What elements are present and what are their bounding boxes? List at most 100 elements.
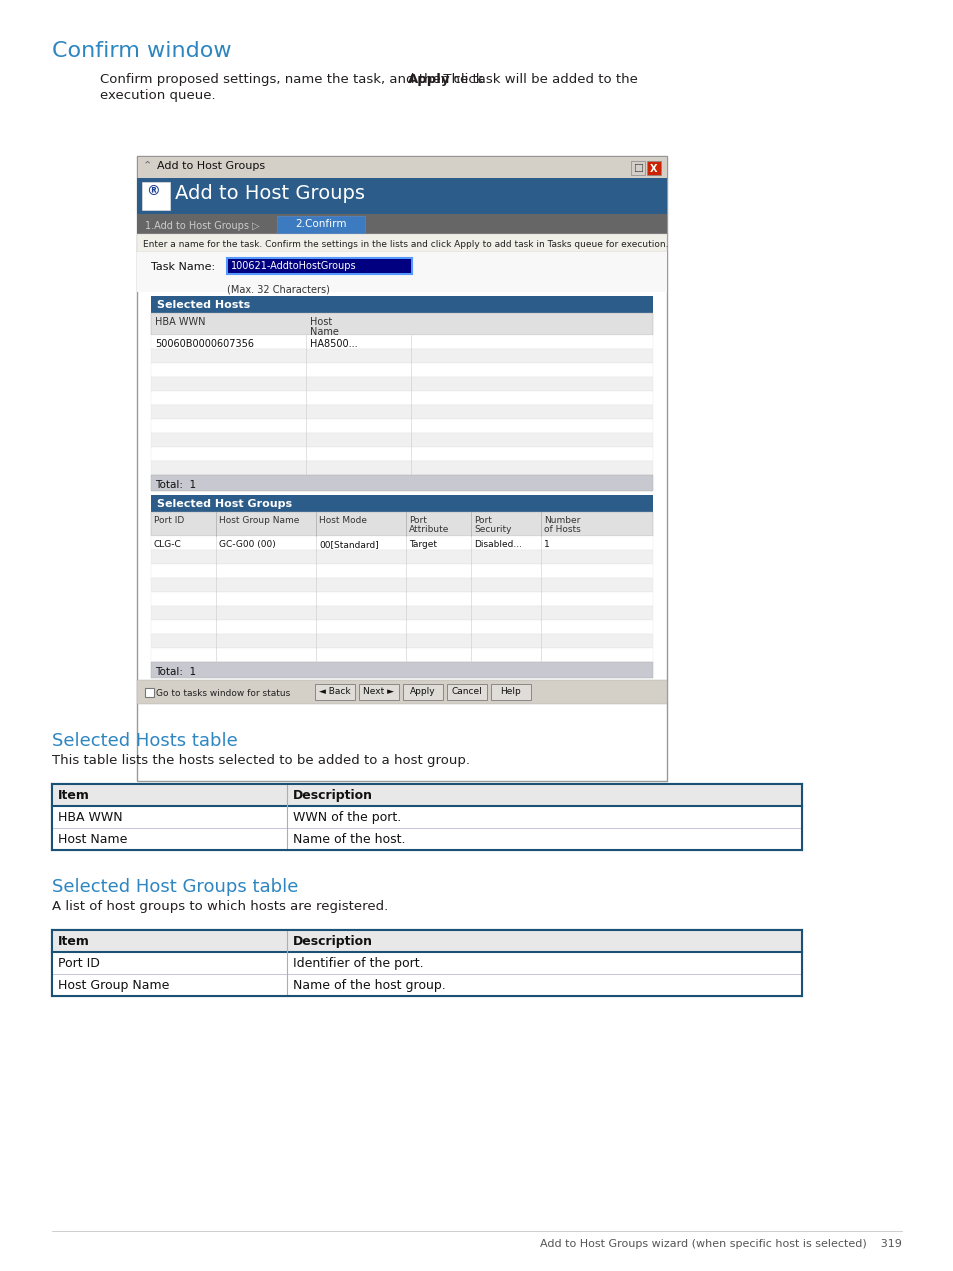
Text: (Max. 32 Characters): (Max. 32 Characters)	[227, 283, 330, 294]
Text: Host: Host	[310, 316, 332, 327]
Bar	[151, 536, 652, 550]
Text: GC-G00 (00): GC-G00 (00)	[219, 540, 275, 549]
Text: Task Name:: Task Name:	[151, 262, 214, 272]
Bar	[52, 952, 801, 974]
Text: Name of the host group.: Name of the host group.	[293, 979, 445, 991]
Text: Host Group Name: Host Group Name	[219, 516, 299, 525]
Text: Name of the host.: Name of the host.	[293, 833, 405, 846]
Bar	[52, 806, 801, 827]
Text: execution queue.: execution queue.	[100, 89, 215, 102]
Bar	[137, 234, 666, 252]
Text: . The task will be added to the: . The task will be added to the	[435, 72, 638, 86]
Text: Add to Host Groups: Add to Host Groups	[174, 184, 365, 203]
Bar	[402, 684, 442, 700]
Text: WWN of the port.: WWN of the port.	[293, 811, 401, 824]
Bar	[151, 662, 652, 677]
Text: Port: Port	[474, 516, 492, 525]
Text: ®: ®	[146, 184, 159, 198]
Text: Selected Host Groups: Selected Host Groups	[157, 500, 292, 508]
Text: A list of host groups to which hosts are registered.: A list of host groups to which hosts are…	[52, 900, 388, 913]
Bar	[491, 684, 531, 700]
Text: ⌃: ⌃	[143, 160, 152, 170]
Text: Host Name: Host Name	[58, 833, 128, 846]
Bar	[151, 564, 652, 578]
Text: ☐: ☐	[633, 164, 642, 174]
Bar	[151, 350, 652, 364]
Bar	[151, 578, 652, 592]
Text: Next ►: Next ►	[363, 688, 395, 697]
Bar	[447, 684, 486, 700]
Text: Identifier of the port.: Identifier of the port.	[293, 957, 423, 970]
Text: Add to Host Groups wizard (when specific host is selected)    319: Add to Host Groups wizard (when specific…	[539, 1239, 901, 1249]
Bar	[137, 178, 666, 214]
Text: 2.Confirm: 2.Confirm	[294, 219, 346, 229]
Text: Description: Description	[293, 789, 373, 802]
Text: Selected Hosts: Selected Hosts	[157, 300, 250, 310]
Text: Number: Number	[543, 516, 579, 525]
Bar	[137, 214, 666, 234]
Bar	[228, 259, 411, 273]
Bar	[227, 258, 412, 275]
Bar	[151, 648, 652, 662]
Bar	[276, 216, 365, 233]
Bar	[151, 447, 652, 461]
Text: X: X	[649, 164, 657, 174]
Text: This table lists the hosts selected to be added to a host group.: This table lists the hosts selected to b…	[52, 754, 470, 766]
Text: Host Mode: Host Mode	[318, 516, 367, 525]
Bar	[137, 680, 666, 704]
Text: Confirm window: Confirm window	[52, 41, 232, 61]
Text: Add to Host Groups: Add to Host Groups	[157, 161, 265, 172]
Text: Attribute: Attribute	[409, 525, 449, 534]
Bar	[137, 156, 666, 178]
Bar	[314, 684, 355, 700]
Bar	[151, 364, 652, 377]
Text: 1: 1	[543, 540, 549, 549]
Bar	[142, 182, 170, 210]
Text: 1.Add to Host Groups ▷: 1.Add to Host Groups ▷	[145, 221, 259, 231]
Bar	[151, 461, 652, 475]
Text: Item: Item	[58, 935, 90, 948]
Bar	[151, 391, 652, 405]
Text: 100621-AddtoHostGroups: 100621-AddtoHostGroups	[231, 261, 356, 271]
Text: Description: Description	[293, 935, 373, 948]
Text: Disabled...: Disabled...	[474, 540, 521, 549]
Bar	[358, 684, 398, 700]
Text: Port: Port	[409, 516, 426, 525]
Text: HBA WWN: HBA WWN	[58, 811, 123, 824]
Bar	[151, 606, 652, 620]
Text: Item: Item	[58, 789, 90, 802]
Bar	[630, 161, 644, 175]
Bar	[151, 313, 652, 336]
Text: 50060B0000607356: 50060B0000607356	[154, 339, 253, 350]
Bar	[52, 784, 801, 806]
Text: of Hosts: of Hosts	[543, 525, 580, 534]
Bar	[151, 592, 652, 606]
Text: Selected Host Groups table: Selected Host Groups table	[52, 878, 298, 896]
Text: Apply: Apply	[410, 688, 436, 697]
Bar	[646, 161, 660, 175]
Bar	[52, 784, 801, 850]
Bar	[137, 156, 666, 780]
Bar	[151, 433, 652, 447]
Text: Apply: Apply	[407, 72, 450, 86]
Bar	[151, 550, 652, 564]
Text: Port ID: Port ID	[58, 957, 100, 970]
Text: Name: Name	[310, 327, 338, 337]
Bar	[151, 296, 652, 313]
Bar	[151, 377, 652, 391]
Bar	[52, 827, 801, 850]
Bar	[151, 512, 652, 536]
Text: Enter a name for the task. Confirm the settings in the lists and click Apply to : Enter a name for the task. Confirm the s…	[143, 240, 668, 249]
Text: Target: Target	[409, 540, 436, 549]
Bar	[151, 634, 652, 648]
Bar	[52, 930, 801, 996]
Bar	[151, 494, 652, 512]
Text: Security: Security	[474, 525, 511, 534]
Text: Port ID: Port ID	[153, 516, 184, 525]
Text: Selected Hosts table: Selected Hosts table	[52, 732, 237, 750]
Bar	[145, 688, 153, 697]
Bar	[52, 974, 801, 996]
Text: CLG-C: CLG-C	[153, 540, 182, 549]
Bar	[151, 405, 652, 419]
Bar	[137, 252, 666, 292]
